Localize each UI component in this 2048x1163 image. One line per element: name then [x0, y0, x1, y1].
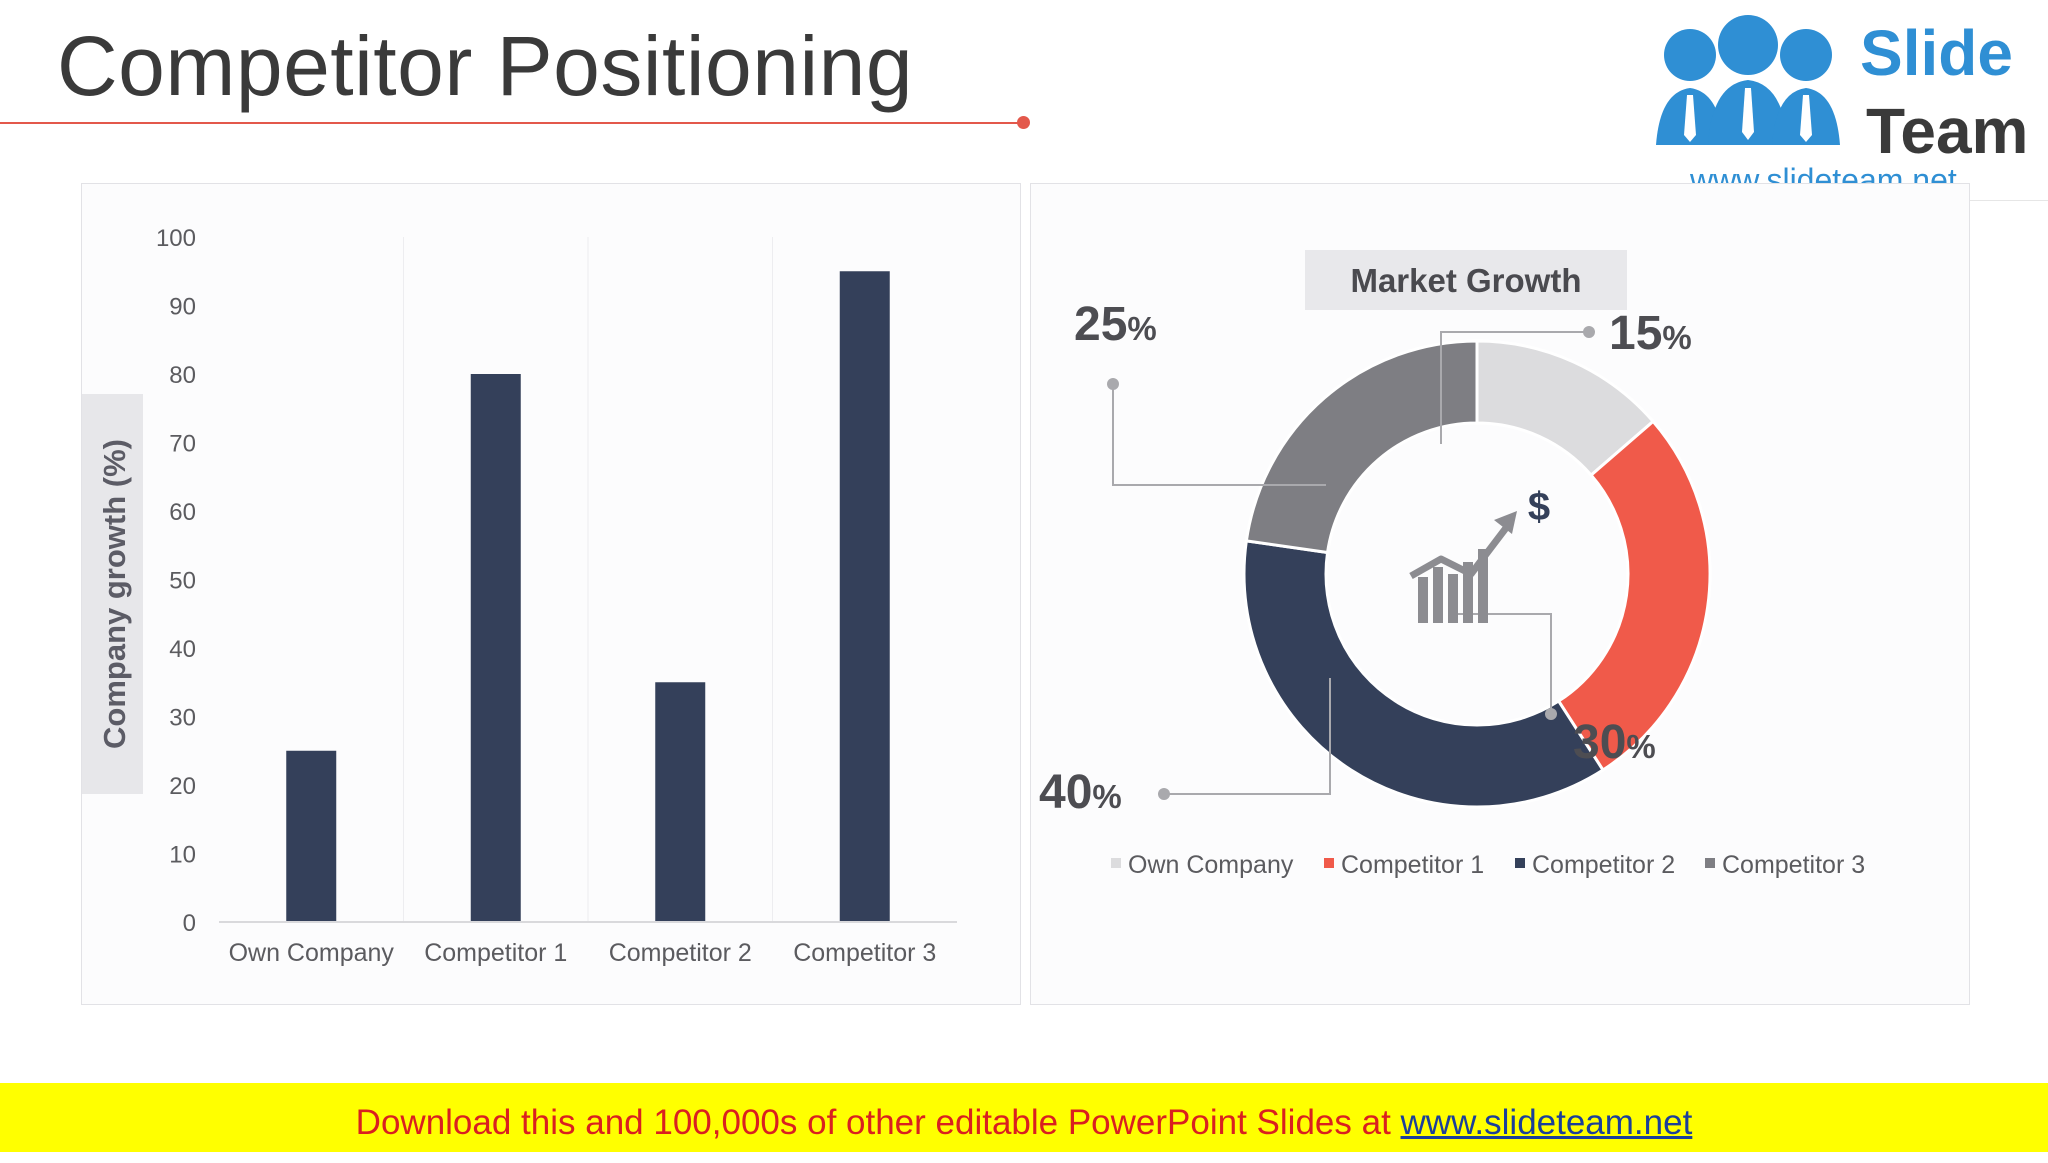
bar-chart: Company growth (%) 0 10 20 30 40 50 60 70 80 90 10…	[82, 225, 957, 967]
x-tick-label: Competitor 3	[793, 939, 936, 967]
x-tick-label: Own Company	[229, 939, 395, 967]
y-tick-label: 50	[169, 568, 196, 595]
legend-swatch	[1111, 858, 1121, 868]
callout-line	[1112, 384, 1326, 486]
callout-dot	[1107, 378, 1119, 390]
slideteam-logo[interactable]: Slide Team www.slideteam.net	[1638, 0, 2048, 201]
title-underline-dot	[1017, 116, 1030, 129]
legend-label: Competitor 2	[1532, 851, 1675, 879]
y-tick-label: 70	[169, 431, 196, 458]
y-axis-label: Company growth (%)	[97, 439, 132, 749]
legend-swatch	[1324, 858, 1334, 868]
donut-chart: Market Growth 15% 30% 40% 25% $ Own Company…	[1039, 250, 1865, 879]
growth-chart-dollar-icon: $	[1409, 485, 1550, 623]
callout-dot	[1583, 326, 1595, 338]
y-tick-label: 40	[169, 636, 196, 663]
donut-chart-panel: Market Growth 15% 30% 40% 25% $ Own Company…	[1030, 183, 1970, 1005]
callout-line	[1440, 331, 1589, 444]
bar	[470, 374, 521, 922]
slice-value-label: 40%	[1039, 766, 1122, 819]
y-tick-label: 60	[169, 499, 196, 526]
page-title: Competitor Positioning	[57, 19, 914, 113]
donut-slices	[1242, 339, 1712, 809]
y-tick-label: 30	[169, 705, 196, 732]
title-underline	[0, 122, 1024, 124]
y-tick-label: 10	[169, 842, 196, 869]
y-tick-label: 0	[183, 910, 196, 937]
logo-word-slide: Slide	[1860, 17, 2013, 89]
legend-label: Own Company	[1128, 851, 1294, 879]
slice-value-label: 15%	[1609, 307, 1692, 360]
banner-text: Download this and 100,000s of other edit…	[355, 1103, 1401, 1142]
y-tick-label: 80	[169, 362, 196, 389]
logo-word-team: Team	[1866, 95, 2029, 167]
x-tick-label: Competitor 2	[609, 939, 752, 967]
donut-callouts: 15% 30% 40% 25%	[1039, 298, 1692, 819]
y-axis-ticks: 0 10 20 30 40 50 60 70 80 90 100	[156, 225, 196, 937]
x-tick-label: Competitor 1	[424, 939, 567, 967]
slice-value-label: 25%	[1074, 298, 1157, 351]
donut-slice	[1244, 339, 1479, 555]
slice-value-label: 30%	[1573, 716, 1656, 769]
legend: Own Company Competitor 1 Competitor 2 Compe…	[1111, 851, 1865, 879]
chart-title-box	[1305, 250, 1627, 310]
people-group-icon	[1656, 15, 1840, 145]
chart-title: Market Growth	[1350, 262, 1581, 299]
bar-chart-panel: Company growth (%) 0 10 20 30 40 50 60 70 80 90 10…	[81, 183, 1021, 1005]
donut-slice	[1242, 539, 1606, 809]
bar-series	[286, 271, 890, 922]
y-tick-label: 20	[169, 773, 196, 800]
y-tick-label: 90	[169, 294, 196, 321]
x-axis-ticks: Own Company Competitor 1 Competitor 2 Compe…	[229, 939, 937, 967]
y-axis-label-box	[82, 394, 143, 794]
callout-line	[1164, 678, 1331, 795]
y-tick-label: 100	[156, 225, 196, 252]
category-separators	[403, 237, 773, 922]
bar	[655, 682, 706, 922]
legend-label: Competitor 1	[1341, 851, 1484, 879]
legend-label: Competitor 3	[1722, 851, 1865, 879]
legend-swatch	[1515, 858, 1525, 868]
callout-line	[1453, 613, 1552, 714]
banner-link[interactable]: www.slideteam.net	[1400, 1103, 1693, 1142]
download-banner: Download this and 100,000s of other edit…	[0, 1083, 2048, 1152]
bar	[839, 271, 890, 922]
svg-text:$: $	[1528, 485, 1550, 529]
callout-dot	[1158, 788, 1170, 800]
legend-swatch	[1705, 858, 1715, 868]
callout-dot	[1545, 708, 1557, 720]
bar	[286, 750, 337, 922]
donut-slice	[1556, 419, 1712, 773]
